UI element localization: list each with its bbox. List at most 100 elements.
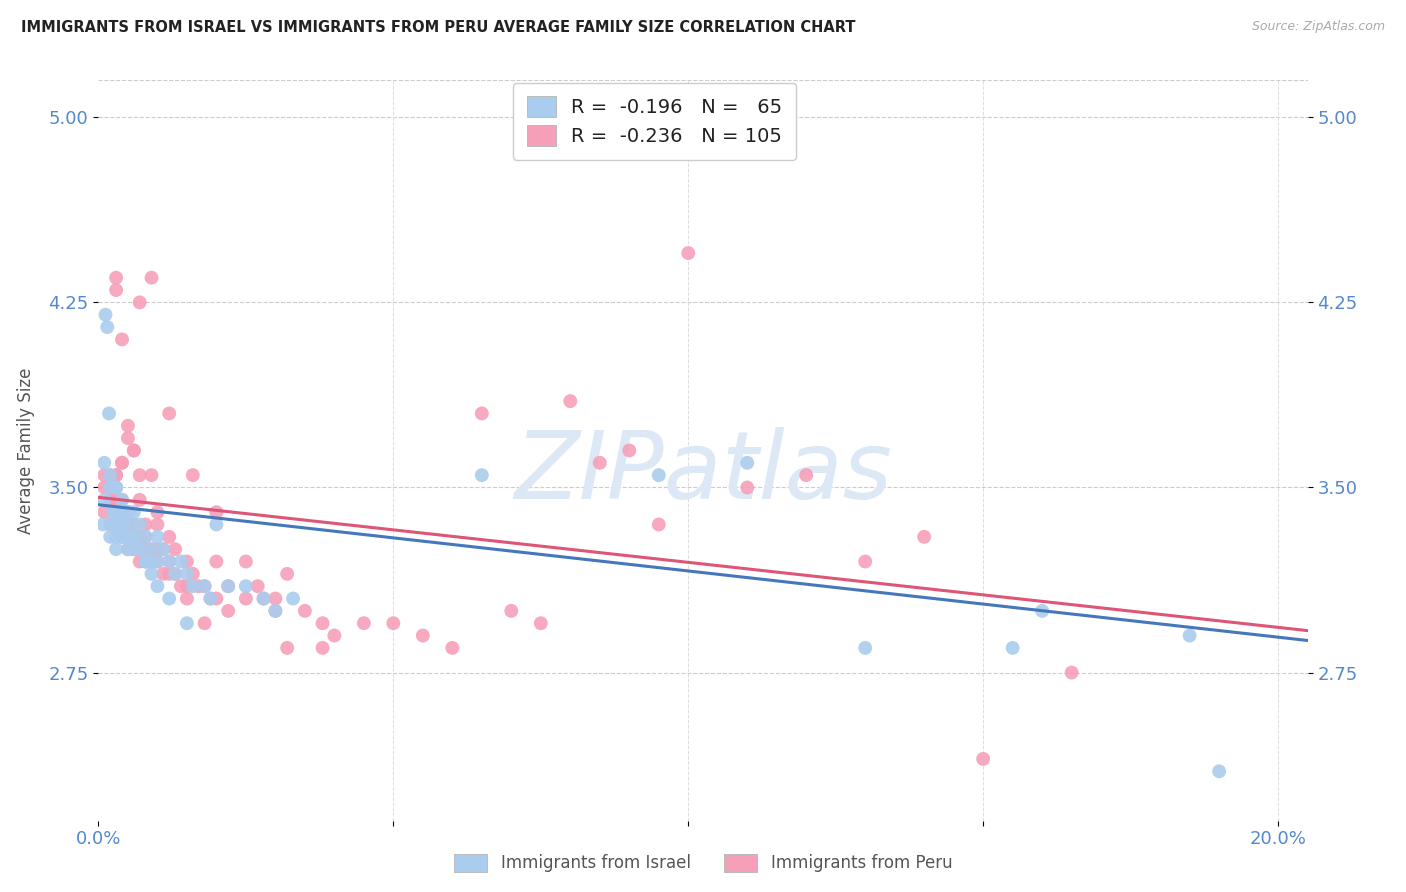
Point: [1060, 665, 1083, 680]
Point: [135, 555, 157, 569]
Point: [117, 530, 139, 544]
Point: [146, 505, 169, 519]
Point: [105, 270, 128, 285]
Point: [530, 616, 553, 631]
Point: [128, 542, 150, 557]
Point: [382, 616, 405, 631]
Point: [276, 566, 298, 581]
Point: [912, 530, 935, 544]
Point: [122, 443, 145, 458]
Point: [170, 579, 193, 593]
Point: [157, 555, 180, 569]
Point: [105, 505, 128, 519]
Point: [128, 295, 150, 310]
Point: [105, 517, 128, 532]
Point: [235, 579, 257, 593]
Point: [246, 579, 269, 593]
Point: [217, 604, 239, 618]
Point: [122, 530, 145, 544]
Point: [181, 468, 204, 483]
Point: [794, 468, 817, 483]
Point: [146, 579, 169, 593]
Point: [141, 542, 163, 557]
Point: [412, 629, 434, 643]
Point: [98, 481, 121, 495]
Point: [1178, 629, 1201, 643]
Point: [141, 270, 163, 285]
Point: [128, 468, 150, 483]
Point: [105, 468, 128, 483]
Point: [200, 591, 222, 606]
Point: [176, 579, 198, 593]
Point: [105, 505, 128, 519]
Point: [93, 505, 115, 519]
Point: [141, 555, 163, 569]
Point: [311, 616, 333, 631]
Point: [205, 517, 228, 532]
Point: [98, 468, 121, 483]
Point: [146, 555, 169, 569]
Point: [141, 542, 163, 557]
Point: [98, 468, 121, 483]
Point: [141, 555, 163, 569]
Point: [117, 431, 139, 445]
Point: [165, 566, 187, 581]
Point: [152, 542, 174, 557]
Point: [128, 492, 150, 507]
Point: [117, 542, 139, 557]
Point: [122, 530, 145, 544]
Point: [117, 505, 139, 519]
Point: [157, 530, 180, 544]
Point: [122, 517, 145, 532]
Point: [128, 542, 150, 557]
Point: [111, 517, 134, 532]
Point: [117, 505, 139, 519]
Point: [111, 530, 134, 544]
Point: [98, 481, 121, 495]
Point: [152, 566, 174, 581]
Point: [157, 566, 180, 581]
Point: [105, 481, 128, 495]
Point: [735, 481, 758, 495]
Point: [176, 566, 198, 581]
Point: [157, 407, 180, 421]
Point: [353, 616, 375, 631]
Point: [122, 443, 145, 458]
Point: [264, 604, 287, 618]
Legend: Immigrants from Israel, Immigrants from Peru: Immigrants from Israel, Immigrants from …: [447, 847, 959, 879]
Legend: R =  -0.196   N =   65, R =  -0.236   N = 105: R = -0.196 N = 65, R = -0.236 N = 105: [513, 83, 796, 160]
Point: [146, 555, 169, 569]
Point: [1001, 640, 1024, 655]
Point: [311, 640, 333, 655]
Point: [194, 579, 217, 593]
Point: [135, 555, 157, 569]
Point: [122, 542, 145, 557]
Point: [200, 591, 222, 606]
Point: [1031, 604, 1053, 618]
Text: ZIPatlas: ZIPatlas: [515, 427, 891, 518]
Point: [323, 629, 346, 643]
Point: [170, 555, 193, 569]
Point: [93, 468, 115, 483]
Point: [117, 505, 139, 519]
Point: [93, 492, 115, 507]
Point: [105, 481, 128, 495]
Point: [589, 456, 612, 470]
Point: [678, 246, 700, 260]
Point: [560, 394, 582, 409]
Point: [972, 752, 994, 766]
Point: [217, 579, 239, 593]
Point: [117, 530, 139, 544]
Point: [235, 591, 257, 606]
Point: [176, 555, 198, 569]
Point: [141, 468, 163, 483]
Point: [619, 443, 641, 458]
Point: [471, 468, 494, 483]
Point: [1208, 764, 1230, 779]
Point: [122, 505, 145, 519]
Point: [205, 555, 228, 569]
Point: [135, 530, 157, 544]
Point: [135, 530, 157, 544]
Point: [165, 566, 187, 581]
Point: [264, 604, 287, 618]
